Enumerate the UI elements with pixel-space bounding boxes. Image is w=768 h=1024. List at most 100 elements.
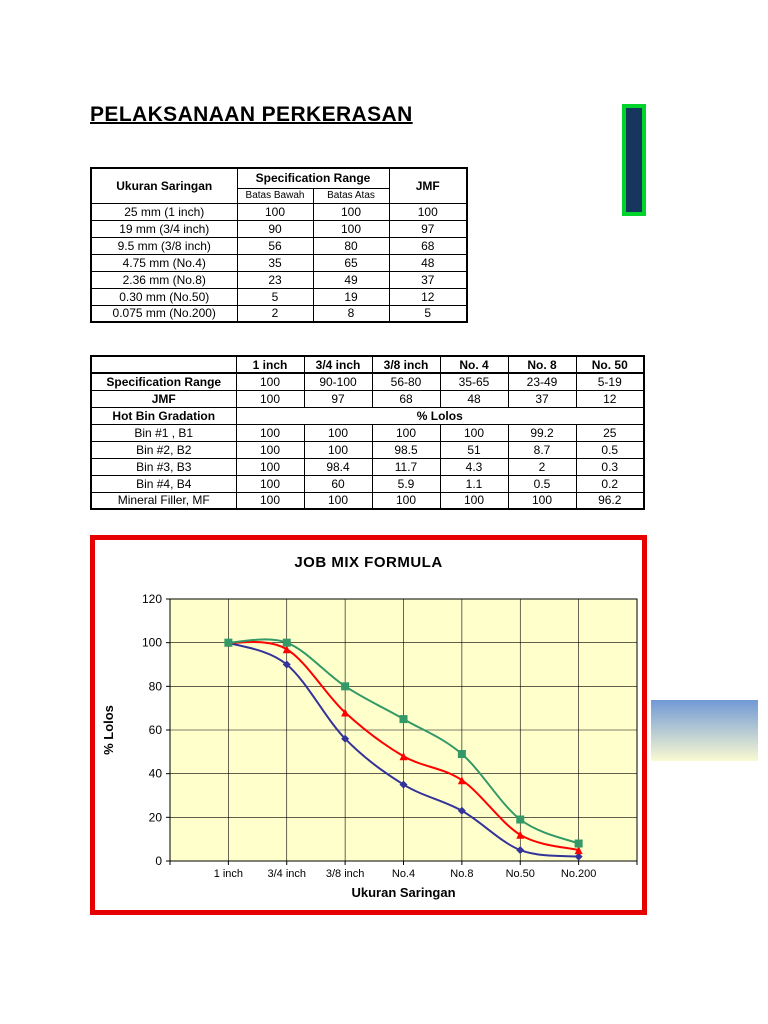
table-row: 9.5 mm (3/8 inch) 56 80 68: [90, 236, 468, 255]
table-cell: 99.2: [507, 423, 577, 442]
table-cell: 48: [439, 389, 509, 408]
table-cell: 2: [507, 457, 577, 476]
table-cell: 35-65: [439, 372, 509, 391]
table-header-cell: No. 50: [575, 355, 645, 374]
table-cell: 100: [235, 389, 305, 408]
t1-header-jmf: JMF: [388, 167, 468, 204]
table-cell: Bin #1 , B1: [90, 423, 237, 442]
table-cell: 51: [439, 440, 509, 459]
table-cell: 100: [439, 423, 509, 442]
table-cell: 100: [235, 474, 305, 493]
table-cell: 49: [312, 270, 390, 289]
table-header-cell: 3/4 inch: [303, 355, 373, 374]
svg-text:40: 40: [149, 767, 163, 781]
table-row: Bin #4, B4 100 60 5.9 1.1 0.5 0.2: [90, 474, 645, 493]
table-cell: 19: [312, 287, 390, 306]
svg-text:No.200: No.200: [561, 868, 596, 880]
table-cell: Bin #2, B2: [90, 440, 237, 459]
table-cell: 68: [371, 389, 441, 408]
table-cell: 1.1: [439, 474, 509, 493]
table-cell: 65: [312, 253, 390, 272]
table-cell: 100: [439, 491, 509, 510]
table-header-row: 1 inch 3/4 inch 3/8 inch No. 4 No. 8 No.…: [90, 355, 645, 374]
table-cell: 12: [388, 287, 468, 306]
table-cell: 97: [303, 389, 373, 408]
table-header-cell: No. 8: [507, 355, 577, 374]
table-cell: 60: [303, 474, 373, 493]
table-row: 0.075 mm (No.200) 2 8 5: [90, 304, 468, 323]
t1-header-ukuran-saringan: Ukuran Saringan: [90, 167, 238, 204]
svg-text:Ukuran Saringan: Ukuran Saringan: [351, 885, 455, 900]
table-cell: 2.36 mm (No.8): [90, 270, 238, 289]
table-cell: Mineral Filler, MF: [90, 491, 237, 510]
svg-text:3/4 inch: 3/4 inch: [267, 868, 306, 880]
t1-header-batas-atas: Batas Atas: [312, 187, 390, 204]
table-cell: 100: [303, 440, 373, 459]
table-header-cell: No. 4: [439, 355, 509, 374]
table-cell: 100: [235, 491, 305, 510]
table-cell: 97: [388, 219, 468, 238]
table-cell: 37: [507, 389, 577, 408]
table-cell: 0.5: [575, 440, 645, 459]
table-row: 2.36 mm (No.8) 23 49 37: [90, 270, 468, 289]
table-cell: 0.5: [507, 474, 577, 493]
table-row: Bin #2, B2 100 100 98.5 51 8.7 0.5: [90, 440, 645, 459]
table-header-cell: 1 inch: [235, 355, 305, 374]
table-cell: 0.3: [575, 457, 645, 476]
table-cell: 100: [303, 491, 373, 510]
table-cell: 98.4: [303, 457, 373, 476]
table-row: 25 mm (1 inch) 100 100 100: [90, 202, 468, 221]
table-cell: 35: [236, 253, 314, 272]
table-cell: 100: [312, 202, 390, 221]
table-cell: 11.7: [371, 457, 441, 476]
table-cell: Bin #3, B3: [90, 457, 237, 476]
svg-text:1 inch: 1 inch: [214, 868, 243, 880]
t1-header-specification-range: Specification Range: [236, 167, 390, 189]
table-row: Specification Range 100 90-100 56-80 35-…: [90, 372, 645, 391]
table-cell: 4.3: [439, 457, 509, 476]
table-header-cell: [90, 355, 237, 374]
flag-decoration: [622, 104, 646, 216]
table-cell: 100: [371, 423, 441, 442]
table-cell: 100: [235, 372, 305, 391]
table-cell: 56-80: [371, 372, 441, 391]
table-cell: 100: [507, 491, 577, 510]
table-cell: 2: [236, 304, 314, 323]
svg-text:No.8: No.8: [450, 868, 473, 880]
table-cell: 68: [388, 236, 468, 255]
table-cell: JMF: [90, 389, 237, 408]
svg-text:No.4: No.4: [392, 868, 415, 880]
jmf-chart-frame: JOB MIX FORMULA 0 20 40 60 80 100 120 1 inch 3/4…: [90, 535, 647, 915]
table-cell: 100: [236, 202, 314, 221]
svg-text:0: 0: [155, 854, 162, 868]
table-cell: 0.075 mm (No.200): [90, 304, 238, 323]
svg-text:60: 60: [149, 723, 163, 737]
table-cell: 8: [312, 304, 390, 323]
table-cell: 56: [236, 236, 314, 255]
table-cell: 12: [575, 389, 645, 408]
gradation-table: 1 inch 3/4 inch 3/8 inch No. 4 No. 8 No.…: [90, 355, 645, 510]
table-cell: 23: [236, 270, 314, 289]
table-cell: 4.75 mm (No.4): [90, 253, 238, 272]
table-cell: 100: [235, 440, 305, 459]
table-cell: 80: [312, 236, 390, 255]
page-title: PELAKSANAAN PERKERASAN: [90, 103, 413, 126]
table-row: 0.30 mm (No.50) 5 19 12: [90, 287, 468, 306]
table-cell: 19 mm (3/4 inch): [90, 219, 238, 238]
table-cell: Hot Bin Gradation: [90, 406, 237, 425]
table-header-cell: 3/8 inch: [371, 355, 441, 374]
table-cell: 0.30 mm (No.50): [90, 287, 238, 306]
svg-text:20: 20: [149, 810, 163, 824]
table-row: 4.75 mm (No.4) 35 65 48: [90, 253, 468, 272]
svg-text:No.50: No.50: [506, 868, 535, 880]
table-row: Bin #3, B3 100 98.4 11.7 4.3 2 0.3: [90, 457, 645, 476]
svg-text:% Lolos: % Lolos: [101, 705, 116, 755]
table-cell: 48: [388, 253, 468, 272]
table-cell: 25 mm (1 inch): [90, 202, 238, 221]
table-cell: 90-100: [303, 372, 373, 391]
table-cell: 5: [236, 287, 314, 306]
chart-title: JOB MIX FORMULA: [294, 554, 443, 571]
table-cell: 8.7: [507, 440, 577, 459]
chart-plot: 0 20 40 60 80 100 120 1 inch 3/4 inch 3/8 inch No.…: [101, 592, 638, 900]
